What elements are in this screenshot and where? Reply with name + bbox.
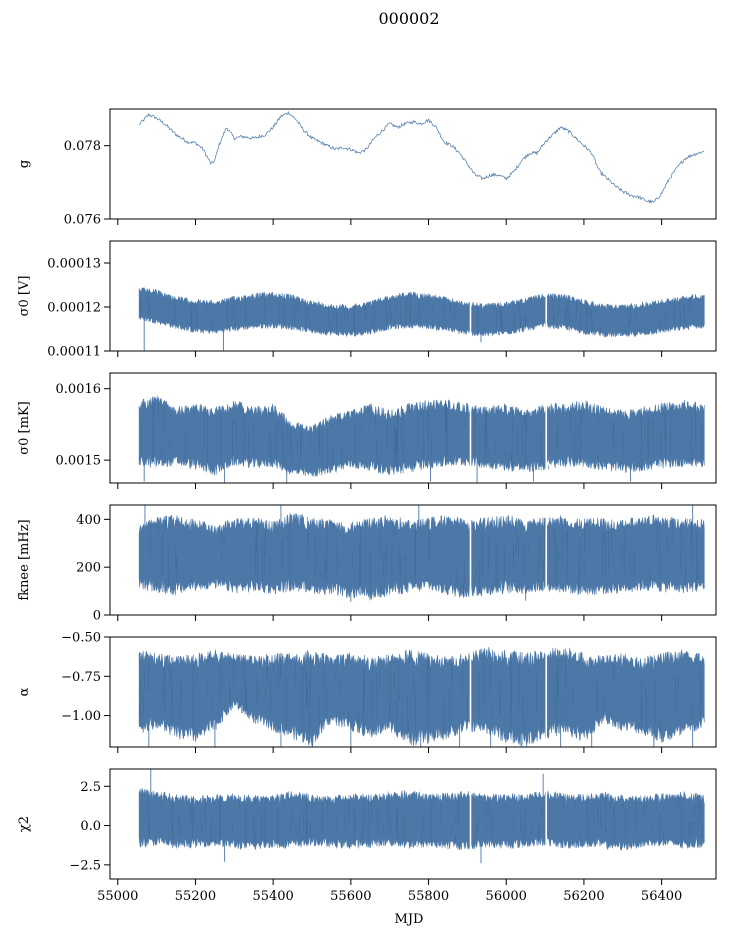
axes-frame-fknee [109, 504, 717, 616]
x-tick-label: 55200 [175, 889, 216, 904]
y-tick-label: −1.00 [61, 709, 101, 724]
x-tick-label: 55400 [252, 889, 293, 904]
plot-area-fknee [138, 505, 705, 615]
y-tick-label: 0.00012 [47, 301, 101, 316]
x-tick-label: 55600 [330, 889, 371, 904]
axes-frame-sigma0-mK [109, 372, 717, 484]
plot-area-g [138, 110, 705, 204]
y-tick-label: 0.076 [64, 213, 101, 228]
y-tick-label: 0.0015 [56, 454, 102, 469]
figure-title: 000002 [378, 9, 439, 28]
y-tick-label: 200 [76, 561, 101, 576]
y-tick-label: −0.50 [61, 631, 101, 646]
series-band-fknee [138, 512, 705, 601]
series-line-g [138, 110, 705, 204]
y-tick-label: 0 [93, 609, 101, 624]
y-axis-label-sigma0-V: σ0 [V] [17, 276, 32, 317]
x-tick-label: 55000 [97, 889, 138, 904]
panel-sigma0-v: 0.00011 0.00012 0.00013 σ0 [V] [17, 240, 717, 360]
y-tick-label: −0.75 [61, 670, 101, 685]
y-axis-label-sigma0-mK: σ0 [mK] [17, 401, 32, 454]
plot-area-alpha [138, 637, 705, 747]
x-tick-label: 56400 [641, 889, 682, 904]
y-axis-label-chi2: χ2 [17, 816, 32, 832]
y-tick-label: 0.0 [80, 819, 101, 834]
axes-frame-alpha [109, 636, 717, 748]
y-axis-label-alpha: α [17, 687, 32, 696]
panel-chi2: −2.5 0.0 2.5 55000 55200 55400 55600 55800 56000… [17, 768, 717, 904]
y-tick-label: 0.0016 [56, 382, 102, 397]
y-tick-label: 0.00011 [47, 345, 101, 360]
x-axis-label: MJD [395, 912, 424, 927]
panel-fknee: 0 200 400 fknee [mHz] [17, 504, 717, 624]
x-tick-label: 56200 [563, 889, 604, 904]
panel-sigma0-mk: 0.0015 0.0016 σ0 [mK] [17, 372, 717, 489]
axes-frame-g [109, 108, 717, 220]
y-axis-label-g: g [17, 160, 32, 168]
y-tick-label: 0.00013 [47, 257, 101, 272]
y-tick-label: 2.5 [80, 780, 101, 795]
panel-g: 0.076 0.078 g [17, 108, 717, 228]
axes-frame-chi2 [109, 768, 717, 880]
y-tick-label: 0.078 [64, 139, 101, 154]
series-band-sigma0-mK [138, 395, 705, 477]
plot-area-sigma0-mK [138, 373, 705, 483]
series-band-sigma0-V [138, 287, 705, 339]
x-tick-label: 55800 [408, 889, 449, 904]
axes-frame-sigma0-V [109, 240, 717, 352]
series-band-alpha [138, 647, 705, 747]
y-tick-label: 400 [76, 513, 101, 528]
y-tick-label: −2.5 [69, 858, 101, 873]
plot-area-chi2 [138, 769, 705, 879]
x-tick-label: 56000 [486, 889, 527, 904]
panel-alpha: −1.00 −0.75 −0.50 α [17, 631, 717, 753]
y-axis-label-fknee: fknee [mHz] [17, 519, 32, 600]
plot-area-sigma0-V [138, 241, 705, 351]
